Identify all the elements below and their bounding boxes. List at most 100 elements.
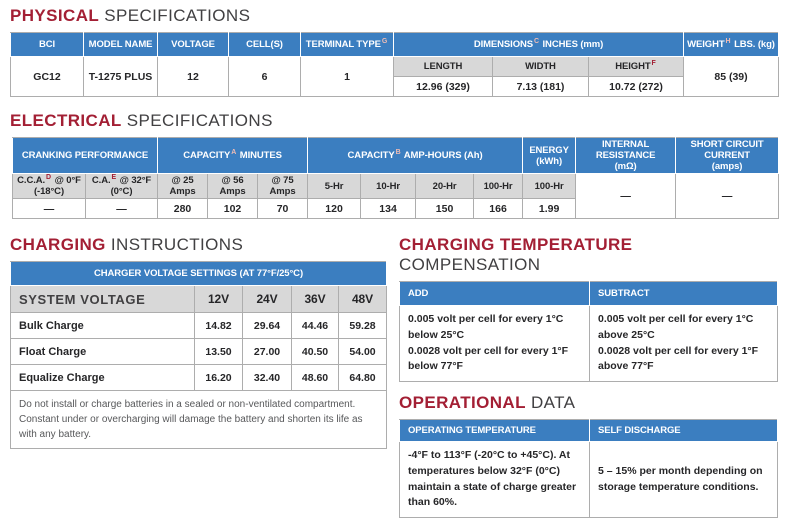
col-header-48v: 48V [337, 285, 388, 313]
physical-title-accent: PHYSICAL [10, 6, 100, 25]
capacity-minutes-unit: MINUTES [239, 150, 282, 161]
sub-header-20-hr: 20-Hr [415, 173, 475, 199]
charging-section-title: CHARGING INSTRUCTIONS [10, 235, 386, 255]
value-20-hr: 150 [415, 198, 475, 219]
add-line-celsius: 0.005 volt per cell for every 1°C below … [408, 313, 564, 341]
charger-settings-table-title: CHARGER VOLTAGE SETTINGS (AT 77°F/25°C) [9, 261, 388, 286]
operational-title-accent: OPERATIONAL [399, 393, 526, 412]
charging-title-accent: CHARGING [10, 235, 106, 254]
right-column: CHARGING TEMPERATURE COMPENSATION ADD SU… [399, 229, 778, 518]
energy-label: ENERGY [529, 144, 569, 156]
internal-resistance-unit: (mΩ) [614, 161, 637, 172]
charging-instructions-section: CHARGING INSTRUCTIONS CHARGER VOLTAGE SE… [9, 229, 388, 449]
charger-voltage-settings-table: CHARGER VOLTAGE SETTINGS (AT 77°F/25°C) … [9, 261, 388, 449]
electrical-title-rest: SPECIFICATIONS [126, 111, 273, 130]
operational-section-title: OPERATIONAL DATA [399, 393, 777, 413]
col-header-add: ADD [399, 281, 590, 306]
col-header-24v: 24V [242, 285, 292, 313]
footnote-ref-b: B [395, 148, 401, 156]
operating-temperature-text: -4°F to 113°F (-20°C to +45°C). At tempe… [399, 441, 590, 518]
col-header-subtract: SUBTRACT [589, 281, 778, 306]
sub-header-25-amps: @ 25 Amps [157, 173, 209, 199]
height-label: HEIGHT [615, 61, 651, 72]
operational-title-rest: DATA [531, 393, 576, 412]
group-header-internal-resistance: INTERNAL RESISTANCE (mΩ) [575, 137, 677, 174]
cca-condition: @ 0°F (-18°C) [33, 175, 81, 197]
dimensions-label: DIMENSIONS [473, 39, 533, 50]
value-width: 7.13 (181) [492, 76, 589, 97]
short-circuit-unit: (amps) [711, 161, 743, 172]
row-label-equalize-charge: Equalize Charge [10, 364, 195, 391]
footnote-ref-f: F [651, 59, 656, 67]
physical-specs-table: BCI MODEL NAME VOLTAGE CELL(S) TERMINAL … [10, 32, 779, 97]
value-short-circuit-current: — [675, 173, 780, 219]
footnote-ref-e: E [111, 173, 117, 181]
col-header-bci: BCI [10, 32, 84, 57]
sub-header-100-hr: 100-Hr [473, 173, 524, 199]
footnote-ref-d: D [46, 173, 52, 181]
table-row-equalize-charge: Equalize Charge 16.20 32.40 48.60 64.80 [10, 364, 388, 391]
float-charge-48v: 54.00 [337, 338, 388, 365]
sub-header-56-amps: @ 56 Amps [207, 173, 259, 199]
add-compensation-text: 0.005 volt per cell for every 1°C below … [399, 305, 590, 382]
temp-compensation-table: ADD SUBTRACT 0.005 volt per cell for eve… [399, 281, 778, 382]
group-header-capacity-amp-hours: CAPACITYB AMP-HOURS (Ah) [307, 137, 524, 174]
col-header-height: HEIGHTF [588, 56, 684, 77]
sub-header-75-amps: @ 75 Amps [257, 173, 309, 199]
value-internal-resistance: — [575, 173, 677, 219]
weight-label: WEIGHT [687, 39, 725, 50]
subtract-line-fahrenheit: 0.0028 volt per cell for every 1°F above… [598, 344, 759, 373]
capacity-ah-unit: AMP-HOURS (Ah) [403, 150, 483, 161]
operational-data-table: OPERATING TEMPERATURE SELF DISCHARGE -4°… [399, 419, 778, 518]
value-terminal-type: 1 [300, 56, 394, 97]
value-75-amps: 70 [257, 198, 309, 219]
group-header-short-circuit-current: SHORT CIRCUIT CURRENT (amps) [675, 137, 780, 174]
electrical-specs-table: CRANKING PERFORMANCE CAPACITYA MINUTES C… [11, 137, 780, 219]
row-label-float-charge: Float Charge [10, 338, 195, 365]
float-charge-36v: 40.50 [291, 338, 339, 365]
add-line-fahrenheit: 0.0028 volt per cell for every 1°F below… [408, 344, 569, 373]
col-header-width: WIDTH [492, 56, 589, 77]
col-header-weight: WEIGHTH LBS. (kg) [683, 32, 779, 57]
sub-header-energy-100-hr: 100-Hr [522, 173, 577, 199]
footnote-ref-g: G [381, 37, 388, 45]
value-weight: 85 (39) [683, 56, 779, 97]
charging-warning-note: Do not install or charge batteries in a … [9, 390, 388, 449]
col-header-length: LENGTH [393, 56, 493, 77]
value-5-hr: 120 [307, 198, 362, 219]
physical-section-title: PHYSICAL SPECIFICATIONS [10, 6, 792, 26]
sub-header-ca: C.A.E @ 32°F (0°C) [84, 173, 159, 199]
bottom-columns: CHARGING INSTRUCTIONS CHARGER VOLTAGE SE… [9, 229, 792, 518]
temp-comp-section-title: CHARGING TEMPERATURE COMPENSATION [399, 235, 777, 275]
footnote-ref-h: H [725, 37, 731, 45]
bulk-charge-12v: 14.82 [194, 312, 243, 339]
value-energy: 1.99 [522, 198, 577, 219]
bulk-charge-48v: 59.28 [337, 312, 388, 339]
float-charge-24v: 27.00 [242, 338, 292, 365]
col-header-cells: CELL(S) [228, 32, 301, 57]
col-header-system-voltage: SYSTEM VOLTAGE [10, 285, 195, 313]
ca-label: C.A. [91, 175, 111, 186]
table-row-bulk-charge: Bulk Charge 14.82 29.64 44.46 59.28 [10, 312, 388, 339]
col-header-12v: 12V [194, 285, 243, 313]
col-header-voltage: VOLTAGE [157, 32, 229, 57]
energy-unit: (kWh) [536, 155, 563, 167]
subtract-compensation-text: 0.005 volt per cell for every 1°C above … [589, 305, 778, 382]
sub-header-5-hr: 5-Hr [307, 173, 362, 199]
short-circuit-label: SHORT CIRCUIT CURRENT [690, 139, 764, 161]
temp-comp-title-rest: COMPENSATION [399, 255, 541, 274]
col-header-36v: 36V [291, 285, 339, 313]
group-header-capacity-minutes: CAPACITYA MINUTES [157, 137, 309, 174]
value-length: 12.96 (329) [393, 76, 493, 97]
temp-comp-title-accent: CHARGING TEMPERATURE [399, 235, 633, 254]
value-ca: — [84, 198, 159, 219]
value-model-name: T-1275 PLUS [83, 56, 158, 97]
sub-header-10-hr: 10-Hr [360, 173, 417, 199]
col-header-model-name: MODEL NAME [83, 32, 158, 57]
value-10-hr: 134 [360, 198, 417, 219]
self-discharge-text: 5 – 15% per month depending on storage t… [589, 441, 778, 518]
value-cca: — [12, 198, 86, 219]
internal-resistance-label: INTERNAL RESISTANCE [595, 139, 656, 161]
subtract-line-celsius: 0.005 volt per cell for every 1°C above … [598, 313, 754, 341]
footnote-ref-c: C [534, 37, 539, 45]
